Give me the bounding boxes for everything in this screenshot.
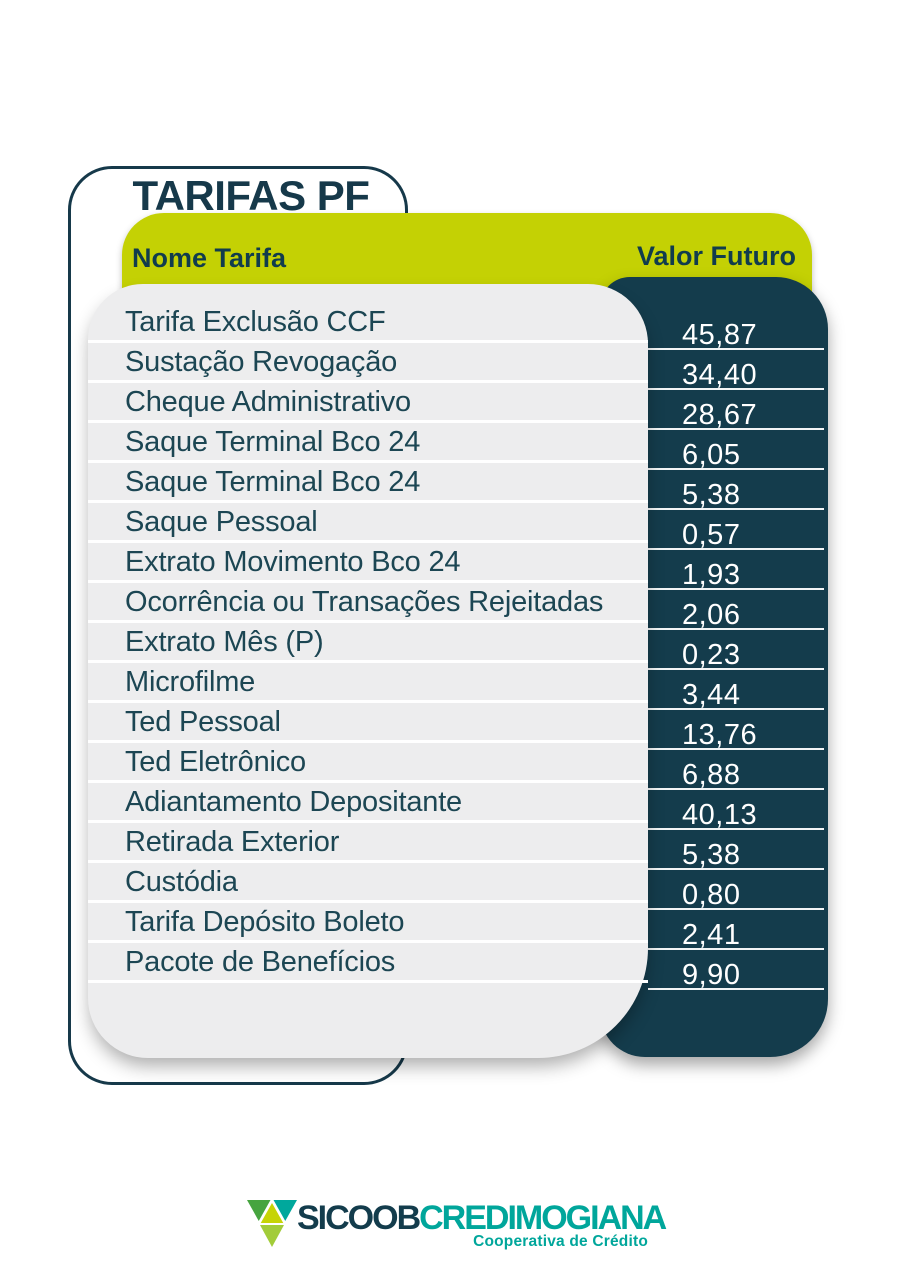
table-value-cell: 2,41 bbox=[648, 910, 824, 951]
table-row: Extrato Mês (P) bbox=[88, 623, 648, 663]
table-value-cell: 0,57 bbox=[648, 510, 824, 551]
brand-wordmark: SICOOBCREDIMOGIANA bbox=[297, 1201, 667, 1235]
tariff-name: Ted Pessoal bbox=[125, 706, 281, 738]
table-value-cell: 6,88 bbox=[648, 750, 824, 791]
tariff-value: 13,76 bbox=[682, 719, 758, 751]
table-value-cell: 9,90 bbox=[648, 950, 824, 991]
tariff-value: 5,38 bbox=[682, 479, 741, 511]
sicoob-triangles-icon bbox=[247, 1200, 297, 1247]
tariff-name: Sustação Revogação bbox=[125, 346, 398, 378]
table-row: Tarifa Depósito Boleto bbox=[88, 903, 648, 943]
tariff-name: Retirada Exterior bbox=[125, 826, 340, 858]
tariff-name: Saque Pessoal bbox=[125, 506, 318, 538]
tariff-value: 0,57 bbox=[682, 519, 741, 551]
tariff-name: Ted Eletrônico bbox=[125, 746, 306, 778]
table-value-cell: 0,23 bbox=[648, 630, 824, 671]
table-value-cell: 13,76 bbox=[648, 710, 824, 751]
tariff-value: 28,67 bbox=[682, 399, 758, 431]
tariff-value: 0,80 bbox=[682, 879, 741, 911]
tariff-name: Tarifa Exclusão CCF bbox=[125, 306, 386, 338]
tariff-name: Cheque Administrativo bbox=[125, 386, 411, 418]
tariff-value: 2,41 bbox=[682, 919, 741, 951]
tariff-rows: Tarifa Exclusão CCF Sustação Revogação Che… bbox=[88, 284, 648, 983]
table-row: Extrato Movimento Bco 24 bbox=[88, 543, 648, 583]
table-value-cell: 5,38 bbox=[648, 830, 824, 871]
footer-logo: SICOOBCREDIMOGIANA Cooperativa de Crédit… bbox=[0, 1195, 904, 1265]
table-row: Tarifa Exclusão CCF bbox=[88, 303, 648, 343]
table-row: Saque Pessoal bbox=[88, 503, 648, 543]
table-row: Retirada Exterior bbox=[88, 823, 648, 863]
table-value-cell: 28,67 bbox=[648, 390, 824, 431]
tariff-value: 6,88 bbox=[682, 759, 741, 791]
tariff-name: Microfilme bbox=[125, 666, 256, 698]
brand-sicoob: SICOOB bbox=[297, 1199, 421, 1237]
table-value-cell: 3,44 bbox=[648, 670, 824, 711]
tariff-value: 6,05 bbox=[682, 439, 741, 471]
column-header-name: Nome Tarifa bbox=[132, 243, 287, 273]
table-value-cell: 40,13 bbox=[648, 790, 824, 831]
table-row: Custódia bbox=[88, 863, 648, 903]
table-value-cell: 6,05 bbox=[648, 430, 824, 471]
tariff-value: 9,90 bbox=[682, 959, 741, 991]
table-row: Adiantamento Depositante bbox=[88, 783, 648, 823]
tariff-value: 3,44 bbox=[682, 679, 741, 711]
table-row: Ocorrência ou Transações Rejeitadas bbox=[88, 583, 648, 623]
table-value-cell: 0,80 bbox=[648, 870, 824, 911]
tariff-name: Saque Terminal Bco 24 bbox=[125, 426, 421, 458]
tariff-value: 40,13 bbox=[682, 799, 758, 831]
table-value-cell: 34,40 bbox=[648, 350, 824, 391]
tariff-name: Extrato Mês (P) bbox=[125, 626, 324, 658]
table-row: Pacote de Benefícios bbox=[88, 943, 648, 983]
table-value-cell: 2,06 bbox=[648, 590, 824, 631]
tariff-name: Adiantamento Depositante bbox=[125, 786, 462, 818]
column-header-value: Valor Futuro bbox=[637, 241, 797, 271]
brand-credimogiana: CREDIMOGIANA bbox=[419, 1199, 667, 1237]
tariff-name: Ocorrência ou Transações Rejeitadas bbox=[125, 586, 604, 618]
value-cells: 45,87 34,40 28,67 6,05 5,38 0,57 1,93 2,06 0,23 3… bbox=[648, 310, 824, 991]
tariff-name: Custódia bbox=[125, 866, 238, 898]
tariff-value: 34,40 bbox=[682, 359, 758, 391]
table-row: Saque Terminal Bco 24 bbox=[88, 423, 648, 463]
table-row: Cheque Administrativo bbox=[88, 383, 648, 423]
table-value-cell: 5,38 bbox=[648, 470, 824, 511]
page-title: TARIFAS PF bbox=[132, 172, 370, 219]
names-panel: Tarifa Exclusão CCF Sustação Revogação Che… bbox=[88, 284, 648, 1058]
table-row: Saque Terminal Bco 24 bbox=[88, 463, 648, 503]
table-value-cell: 1,93 bbox=[648, 550, 824, 591]
table-row: Ted Pessoal bbox=[88, 703, 648, 743]
tariff-value: 5,38 bbox=[682, 839, 741, 871]
table-row: Sustação Revogação bbox=[88, 343, 648, 383]
tariff-name: Saque Terminal Bco 24 bbox=[125, 466, 421, 498]
brand-tagline: Cooperativa de Crédito bbox=[473, 1233, 648, 1250]
tariff-name: Tarifa Depósito Boleto bbox=[125, 906, 405, 938]
table-value-cell: 45,87 bbox=[648, 310, 824, 351]
tariff-value: 1,93 bbox=[682, 559, 741, 591]
tariff-value: 0,23 bbox=[682, 639, 741, 671]
tariff-name: Extrato Movimento Bco 24 bbox=[125, 546, 461, 578]
tariff-value: 2,06 bbox=[682, 599, 741, 631]
table-row: Microfilme bbox=[88, 663, 648, 703]
tariff-value: 45,87 bbox=[682, 319, 758, 351]
tariff-name: Pacote de Benefícios bbox=[125, 946, 396, 978]
table-row: Ted Eletrônico bbox=[88, 743, 648, 783]
